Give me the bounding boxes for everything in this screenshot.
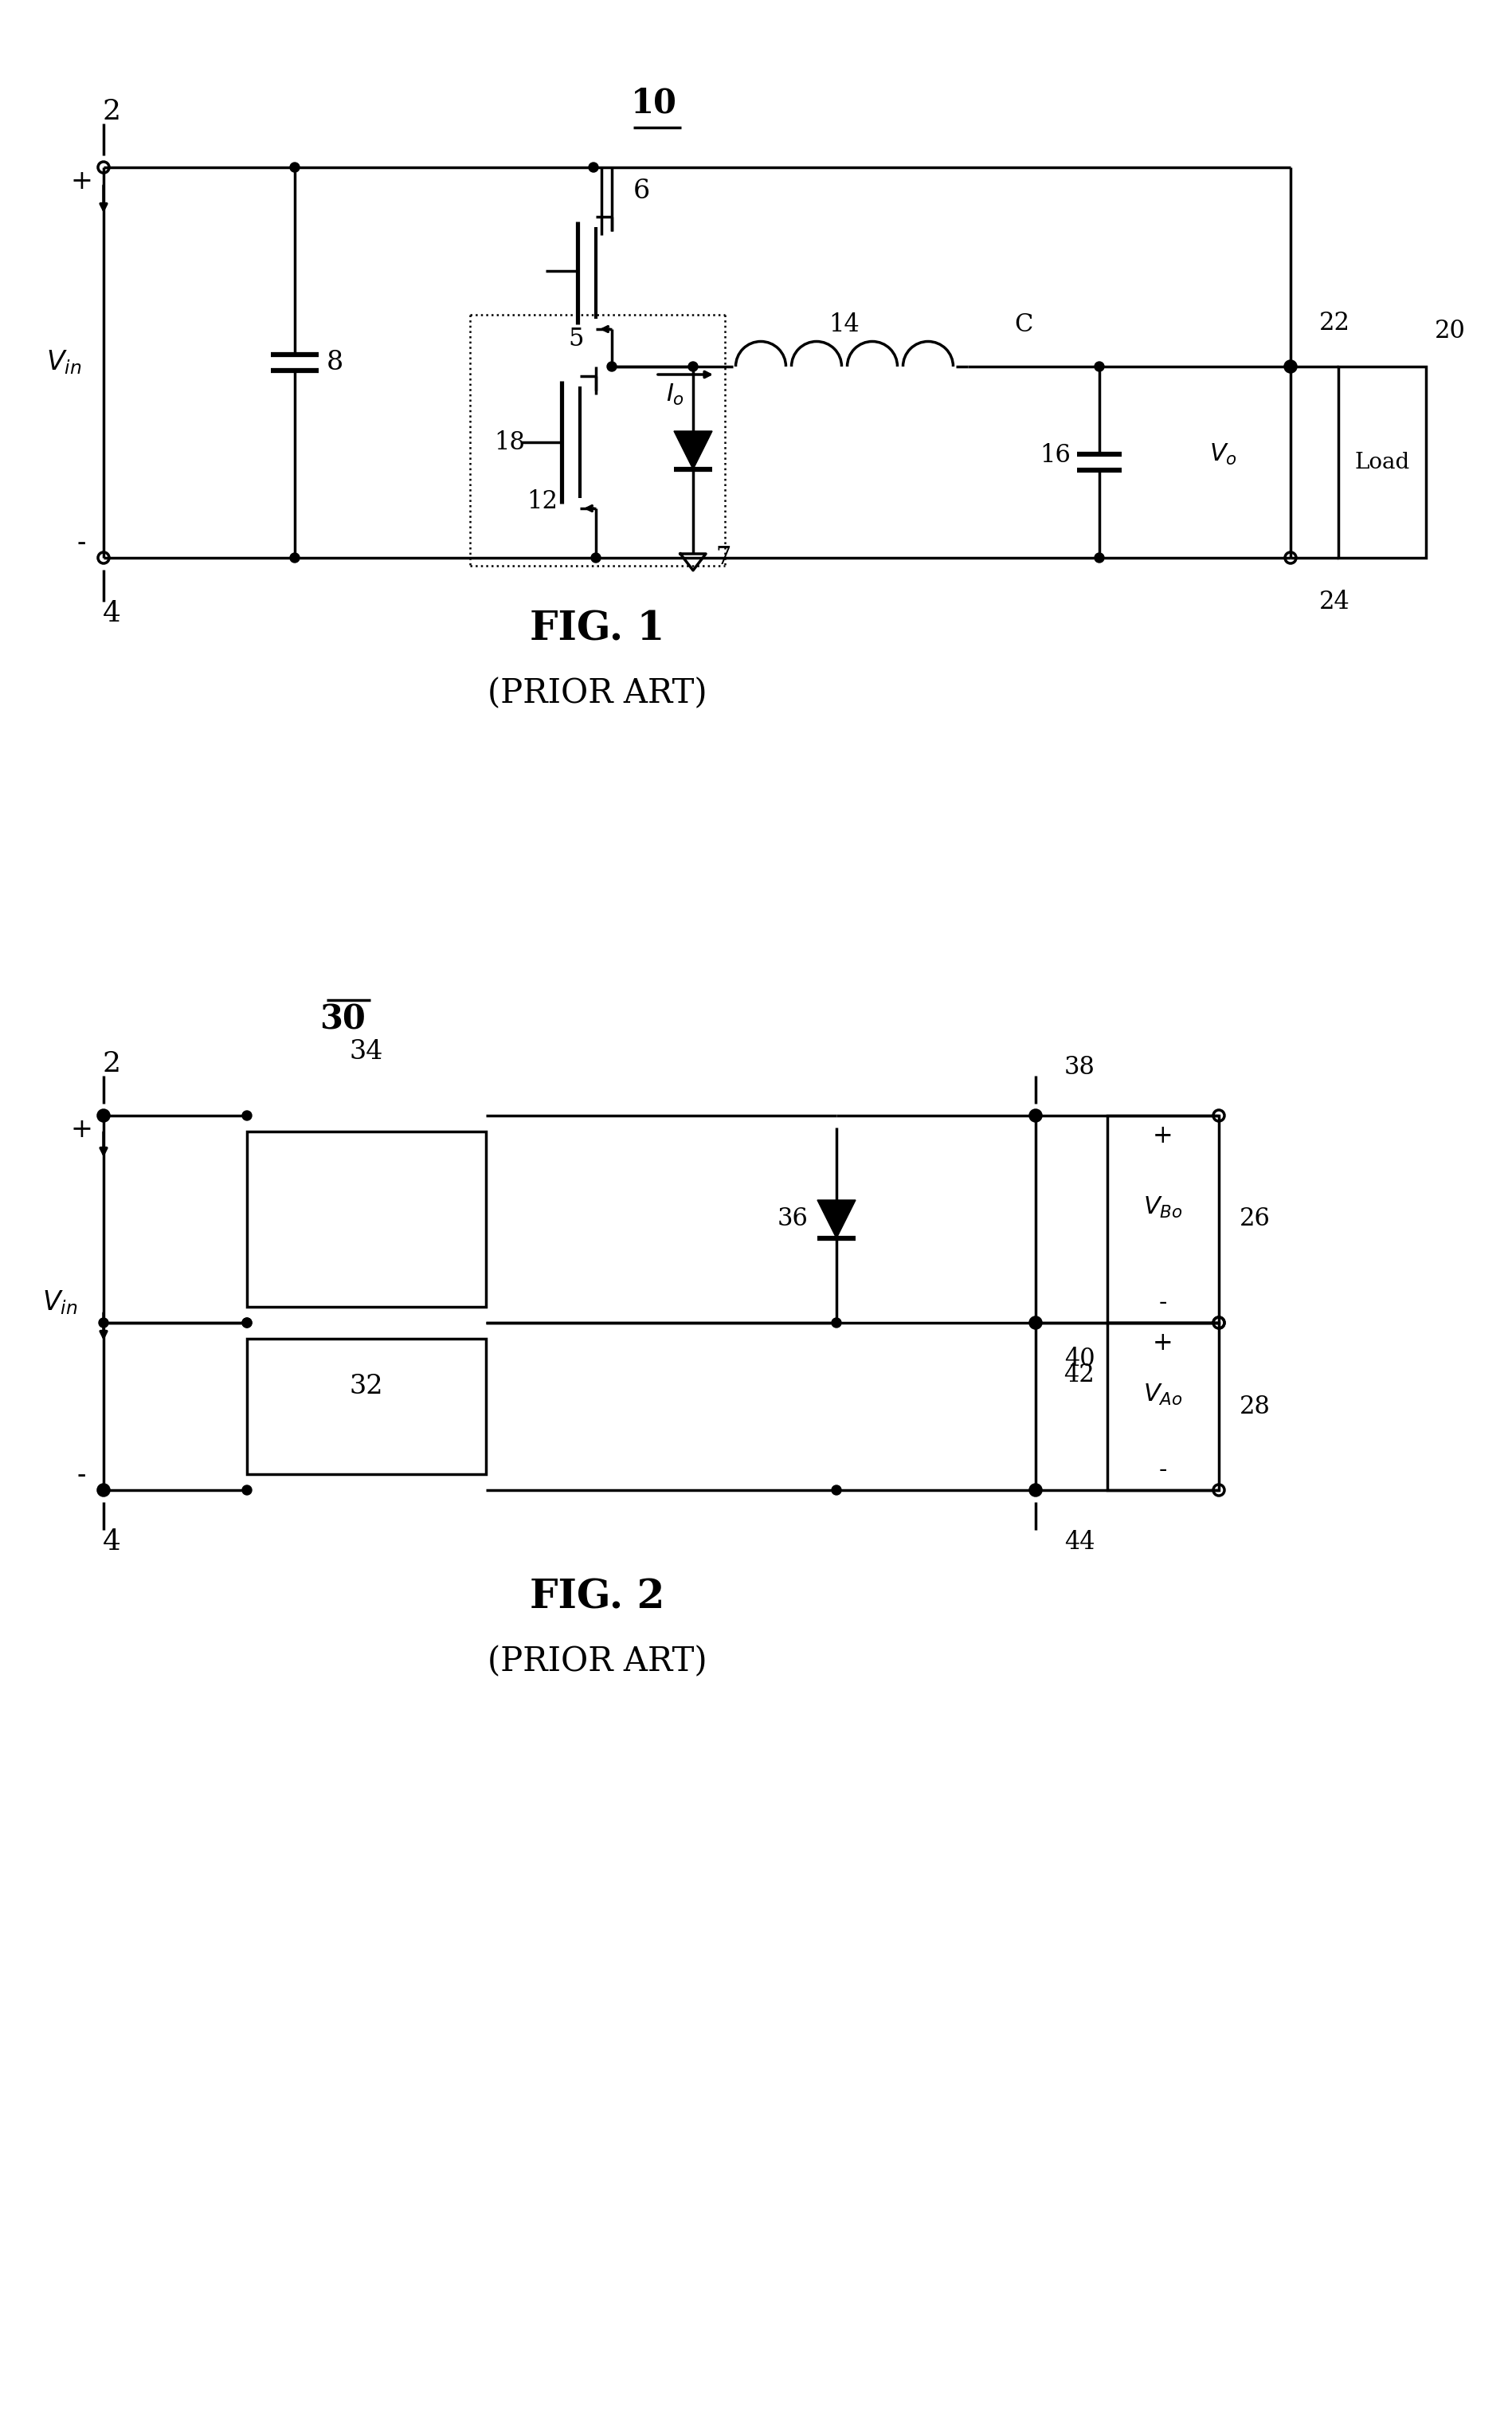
Circle shape xyxy=(290,162,299,172)
Text: $V_{Ao}$: $V_{Ao}$ xyxy=(1143,1382,1182,1406)
Circle shape xyxy=(1095,361,1104,371)
Text: $\mathdefault{10}$: $\mathdefault{10}$ xyxy=(631,87,676,121)
Circle shape xyxy=(1095,553,1104,562)
Text: 4: 4 xyxy=(103,601,121,628)
Bar xyxy=(246,1132,485,1307)
Text: 38: 38 xyxy=(1063,1054,1095,1081)
Circle shape xyxy=(688,361,697,371)
Text: 24: 24 xyxy=(1318,589,1349,613)
Circle shape xyxy=(1030,1110,1040,1120)
Text: 40: 40 xyxy=(1063,1345,1095,1372)
Bar xyxy=(246,1338,485,1474)
Text: +: + xyxy=(70,170,92,194)
Text: 42: 42 xyxy=(1063,1362,1095,1387)
Text: -: - xyxy=(77,531,86,555)
Text: FIG. 1: FIG. 1 xyxy=(529,611,665,650)
Text: -: - xyxy=(1158,1457,1167,1483)
Text: 22: 22 xyxy=(1318,310,1349,335)
Text: 36: 36 xyxy=(777,1207,807,1231)
Text: 5: 5 xyxy=(569,327,584,351)
Bar xyxy=(1107,1324,1219,1491)
Circle shape xyxy=(1030,1486,1040,1496)
Circle shape xyxy=(98,1486,109,1496)
Polygon shape xyxy=(816,1200,856,1239)
Text: 28: 28 xyxy=(1238,1394,1270,1418)
Text: 44: 44 xyxy=(1063,1530,1095,1554)
Circle shape xyxy=(242,1319,251,1328)
Circle shape xyxy=(1285,361,1294,371)
Text: $V_{in}$: $V_{in}$ xyxy=(42,1290,77,1316)
Circle shape xyxy=(1030,1319,1040,1328)
Circle shape xyxy=(98,1319,109,1328)
Text: 14: 14 xyxy=(829,313,859,337)
Circle shape xyxy=(98,1110,109,1120)
Text: $V_{Bo}$: $V_{Bo}$ xyxy=(1143,1195,1182,1219)
Text: 6: 6 xyxy=(632,179,650,204)
Circle shape xyxy=(290,553,299,562)
Circle shape xyxy=(242,1319,251,1328)
Text: 2: 2 xyxy=(103,1050,121,1076)
Text: 20: 20 xyxy=(1433,318,1465,344)
Text: +: + xyxy=(1152,1122,1173,1149)
Text: +: + xyxy=(70,1117,92,1142)
Circle shape xyxy=(242,1110,251,1120)
Bar xyxy=(1338,366,1426,558)
Text: (PRIOR ART): (PRIOR ART) xyxy=(487,676,708,710)
Text: 16: 16 xyxy=(1040,444,1070,468)
Text: Load: Load xyxy=(1353,451,1409,473)
Bar xyxy=(1107,1115,1219,1324)
Text: $I_o$: $I_o$ xyxy=(665,383,685,407)
Text: 18: 18 xyxy=(494,429,525,456)
Circle shape xyxy=(242,1486,251,1496)
Text: 4: 4 xyxy=(103,1530,121,1556)
Text: 2: 2 xyxy=(103,97,121,126)
Text: $V_o$: $V_o$ xyxy=(1208,441,1237,465)
Text: 26: 26 xyxy=(1238,1207,1270,1231)
Text: $V_{in}$: $V_{in}$ xyxy=(45,349,82,376)
Text: 34: 34 xyxy=(349,1040,383,1064)
Text: -: - xyxy=(77,1464,86,1488)
Circle shape xyxy=(591,553,600,562)
Circle shape xyxy=(588,162,597,172)
Text: 8: 8 xyxy=(327,349,343,376)
Circle shape xyxy=(832,1486,841,1496)
Text: 32: 32 xyxy=(349,1374,383,1399)
Circle shape xyxy=(606,361,617,371)
Text: 30: 30 xyxy=(319,1004,366,1037)
Text: 12: 12 xyxy=(526,490,558,514)
Text: 7: 7 xyxy=(715,545,730,570)
Text: C: C xyxy=(1015,313,1033,337)
Text: +: + xyxy=(1152,1331,1173,1355)
Text: (PRIOR ART): (PRIOR ART) xyxy=(487,1646,708,1677)
Text: FIG. 2: FIG. 2 xyxy=(529,1578,665,1617)
Text: -: - xyxy=(1158,1290,1167,1316)
Polygon shape xyxy=(673,431,712,470)
Circle shape xyxy=(832,1319,841,1328)
